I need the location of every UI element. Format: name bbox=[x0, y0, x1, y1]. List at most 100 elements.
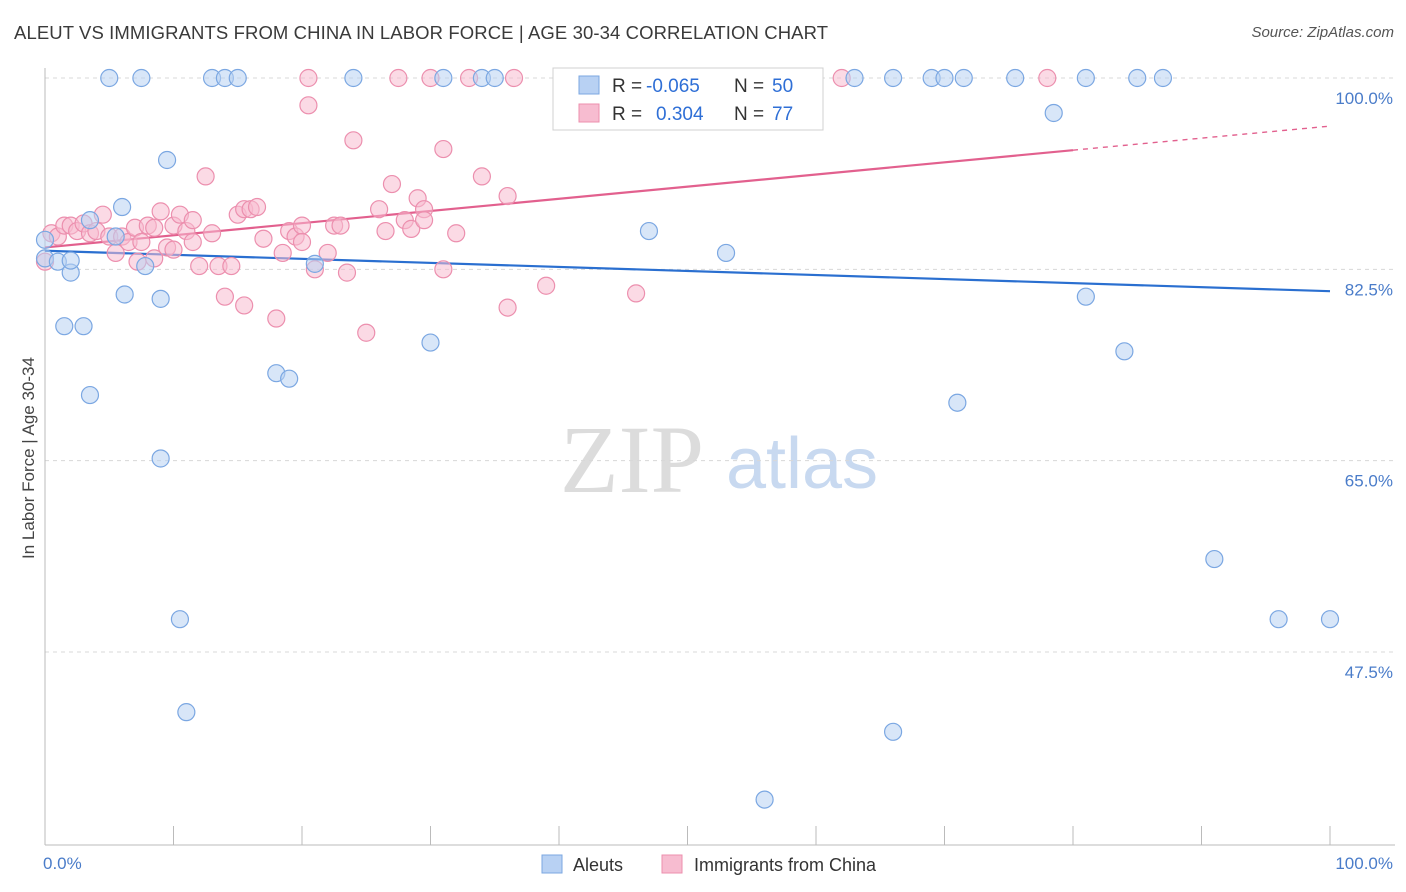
bottom-legend-china: Immigrants from China bbox=[694, 855, 877, 875]
china-point bbox=[132, 232, 151, 252]
bottom-legend-swatch-china bbox=[661, 854, 683, 874]
china-point bbox=[292, 232, 312, 252]
china-point bbox=[376, 221, 395, 241]
china-point bbox=[299, 96, 318, 115]
source-label: Source: ZipAtlas.com bbox=[1251, 24, 1394, 41]
aleut-point bbox=[80, 211, 100, 230]
china-point bbox=[504, 68, 524, 88]
aleut-point bbox=[1115, 342, 1134, 361]
aleut-trend-line bbox=[44, 249, 1331, 293]
china-point bbox=[389, 68, 408, 88]
aleut-point bbox=[170, 610, 190, 629]
legend-n-label-aleut: N = bbox=[734, 76, 764, 97]
aleut-point bbox=[883, 68, 903, 88]
bottom-legend: Aleuts Immigrants from China bbox=[541, 854, 877, 875]
aleut-point bbox=[434, 68, 453, 88]
china-trend-line bbox=[44, 149, 1074, 249]
legend-r-value-aleut: -0.065 bbox=[646, 76, 700, 97]
china-point bbox=[196, 167, 215, 186]
china-point bbox=[299, 68, 318, 88]
aleut-point bbox=[136, 256, 155, 276]
x-tick-labels: 0.0% 100.0% bbox=[43, 854, 1393, 873]
china-point bbox=[292, 216, 312, 235]
china-point bbox=[183, 211, 202, 230]
aleut-point bbox=[61, 251, 80, 270]
china-point bbox=[183, 232, 202, 252]
aleut-point bbox=[1044, 103, 1063, 123]
china-point bbox=[434, 260, 453, 279]
x-tick-label: 100.0% bbox=[1335, 854, 1393, 873]
china-point bbox=[414, 211, 434, 230]
aleut-point bbox=[344, 68, 363, 88]
aleut-point bbox=[228, 68, 247, 88]
aleut-point bbox=[948, 393, 967, 412]
aleut-point bbox=[1269, 610, 1288, 629]
aleut-points bbox=[35, 68, 1340, 809]
watermark-zip: ZIP bbox=[560, 406, 704, 513]
aleut-point bbox=[1153, 68, 1173, 88]
china-point bbox=[267, 309, 286, 328]
china-point bbox=[447, 224, 466, 243]
china-point bbox=[190, 256, 209, 276]
china-point bbox=[202, 224, 222, 243]
y-tick-labels: 100.0% 82.5% 65.0% 47.5% bbox=[1335, 89, 1393, 682]
china-point bbox=[402, 219, 421, 238]
legend-n-value-china: 77 bbox=[772, 104, 793, 125]
aleut-point bbox=[106, 227, 125, 246]
aleut-point bbox=[755, 790, 774, 809]
aleut-point bbox=[883, 722, 903, 741]
legend-n-value-aleut: 50 bbox=[772, 76, 793, 97]
y-tick-label: 82.5% bbox=[1345, 280, 1393, 299]
legend: R = -0.065 N = 50 R = 0.304 N = 77 bbox=[552, 67, 824, 131]
legend-n-label-china: N = bbox=[734, 104, 764, 125]
china-point bbox=[357, 323, 376, 342]
aleut-point bbox=[1076, 287, 1095, 306]
china-point bbox=[434, 139, 453, 159]
axes bbox=[44, 68, 1395, 846]
aleut-point bbox=[157, 150, 177, 170]
china-point bbox=[247, 197, 267, 217]
legend-swatch-china bbox=[578, 103, 600, 123]
aleut-point bbox=[115, 285, 134, 304]
china-point bbox=[273, 243, 292, 263]
aleut-point bbox=[35, 230, 55, 249]
aleut-point bbox=[132, 68, 151, 88]
aleut-point bbox=[1006, 68, 1025, 88]
china-point bbox=[215, 287, 234, 306]
legend-swatch-aleut bbox=[578, 75, 600, 95]
x-tick-label: 0.0% bbox=[43, 854, 82, 873]
aleut-point bbox=[74, 317, 93, 336]
legend-r-value-china: 0.304 bbox=[656, 104, 704, 125]
china-point bbox=[318, 243, 337, 263]
aleut-point bbox=[845, 68, 864, 88]
aleut-point bbox=[485, 68, 504, 88]
aleut-point bbox=[100, 68, 119, 88]
watermark-atlas: atlas bbox=[726, 424, 878, 504]
china-point bbox=[472, 167, 491, 186]
aleut-point bbox=[55, 317, 74, 336]
china-point bbox=[498, 186, 517, 206]
legend-r-label-aleut: R = bbox=[612, 76, 642, 97]
china-point bbox=[626, 284, 646, 303]
aleut-point bbox=[1128, 68, 1147, 88]
aleut-point bbox=[151, 289, 170, 308]
china-point bbox=[537, 276, 556, 295]
china-point bbox=[164, 240, 183, 259]
china-point bbox=[235, 296, 254, 315]
legend-r-label-china: R = bbox=[612, 104, 642, 125]
aleut-point bbox=[280, 369, 299, 388]
aleut-point bbox=[935, 68, 954, 88]
aleut-point bbox=[177, 703, 196, 722]
aleut-point bbox=[639, 221, 659, 241]
china-point bbox=[382, 174, 402, 194]
aleut-point bbox=[1320, 610, 1340, 629]
china-point bbox=[222, 256, 241, 276]
china-point bbox=[1038, 68, 1057, 88]
china-points bbox=[35, 68, 1057, 342]
y-tick-label: 65.0% bbox=[1345, 472, 1393, 491]
aleut-point bbox=[421, 333, 440, 352]
y-tick-label: 100.0% bbox=[1335, 89, 1393, 108]
gridlines bbox=[45, 77, 1395, 653]
bottom-legend-swatch-aleut bbox=[541, 854, 563, 874]
bottom-legend-aleut: Aleuts bbox=[573, 855, 623, 875]
